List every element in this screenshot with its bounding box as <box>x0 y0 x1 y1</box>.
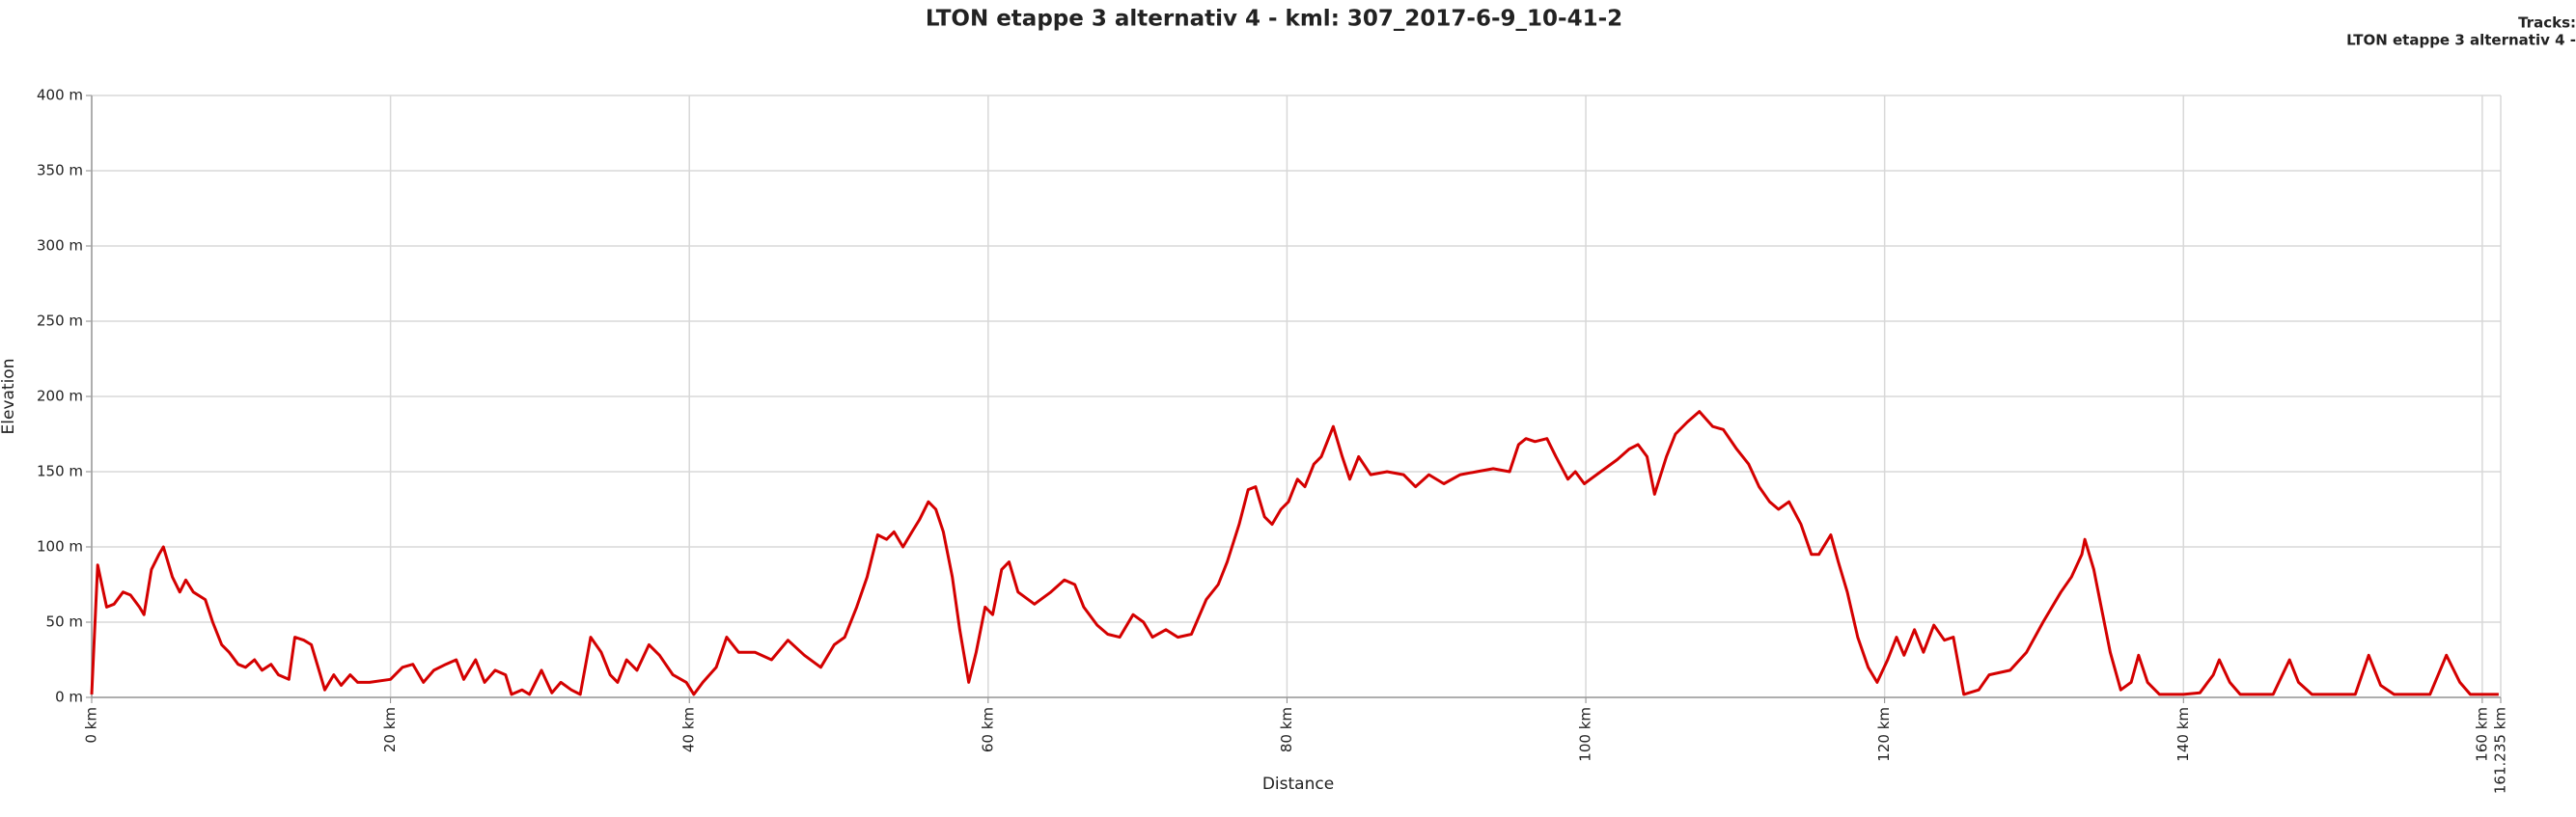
y-tick-label: 50 m <box>46 613 83 631</box>
x-axis-label: Distance <box>1262 775 1334 794</box>
y-tick-label: 300 m <box>37 237 83 255</box>
legend-entry: LTON etappe 3 alternativ 4 - <box>2346 32 2576 49</box>
chart-title: LTON etappe 3 alternativ 4 - kml: 307_20… <box>926 7 1622 32</box>
x-tick-label: 0 km <box>83 707 100 744</box>
y-tick-label: 250 m <box>37 313 83 330</box>
x-tick-label: 120 km <box>1875 707 1893 762</box>
y-tick-label: 350 m <box>37 162 83 179</box>
x-tick-label: 140 km <box>2174 707 2192 762</box>
x-tick-label: 160 km <box>2473 707 2490 762</box>
x-tick-label: 20 km <box>381 707 399 752</box>
x-tick-label: 40 km <box>680 707 698 752</box>
x-tick-label: 60 km <box>979 707 996 752</box>
y-tick-label: 100 m <box>37 538 83 556</box>
x-tick-label: 161.235 km <box>2492 707 2509 794</box>
elevation-line <box>90 410 2499 696</box>
x-tick-label: 80 km <box>1278 707 1295 752</box>
y-tick-label: 200 m <box>37 388 83 405</box>
y-tick-label: 0 m <box>55 689 83 706</box>
y-tick-label: 150 m <box>37 463 83 480</box>
y-tick-label: 400 m <box>37 87 83 104</box>
legend-title: Tracks: <box>2518 14 2576 32</box>
y-axis-label: Elevation <box>0 359 18 435</box>
x-tick-label: 100 km <box>1577 707 1594 762</box>
